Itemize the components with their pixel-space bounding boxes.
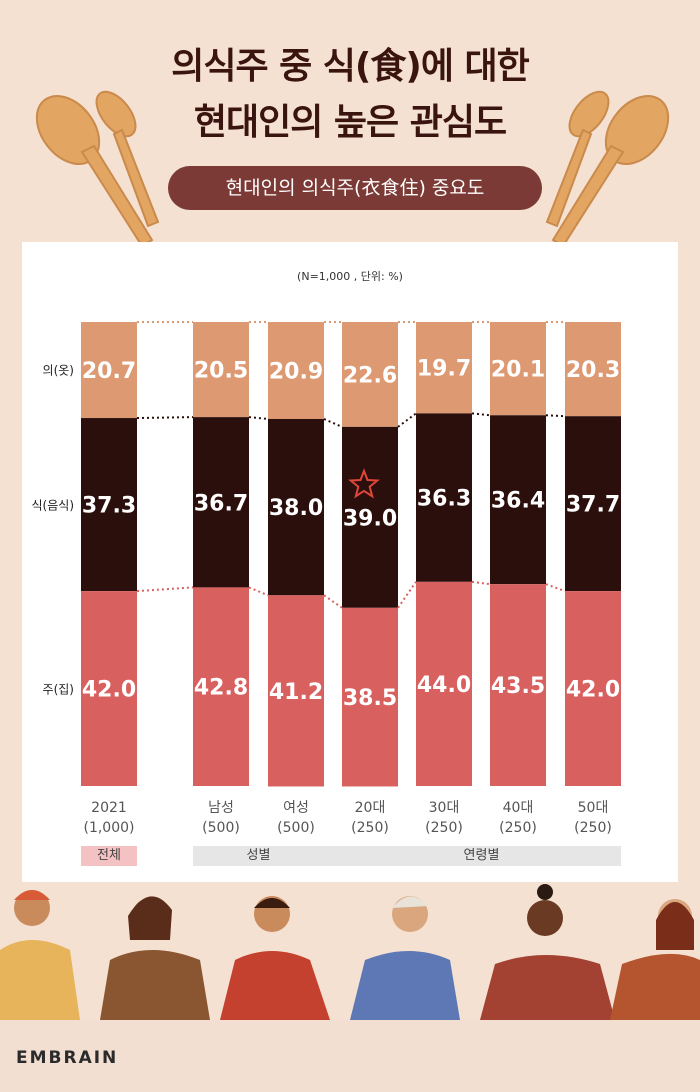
- data-label-50대-1: 37.7: [566, 493, 620, 518]
- bar-segment-20대-1: [342, 426, 398, 608]
- group-bar-breakdown: [193, 846, 621, 866]
- connector-line: [323, 594, 343, 609]
- data-label-2021-1: 37.3: [82, 494, 136, 519]
- series-label-1: 식(음식): [31, 498, 74, 513]
- category-label-50대: 50대 (250): [574, 800, 612, 836]
- data-label-남성-0: 20.5: [194, 359, 248, 384]
- data-label-50대-2: 42.0: [566, 678, 620, 703]
- brand-logo: EMBRAIN: [16, 1048, 119, 1068]
- data-label-40대-2: 43.5: [491, 674, 545, 699]
- group-label-age: 연령별: [463, 848, 500, 863]
- data-label-30대-1: 36.3: [417, 487, 471, 512]
- page-title-line1: 의식주 중 식(食)에 대한: [171, 46, 529, 87]
- highlight-star-icon: [348, 468, 380, 499]
- table-surface: [0, 1020, 700, 1092]
- bar-segment-30대-1: [416, 413, 472, 582]
- connector-line: [397, 412, 417, 428]
- data-label-2021-0: 20.7: [82, 359, 136, 384]
- bar-segment-50대-1: [565, 416, 621, 592]
- category-label-여성: 여성 (500): [277, 800, 315, 836]
- connector-line: [471, 412, 491, 417]
- data-label-50대-0: 20.3: [566, 358, 620, 383]
- connector-line: [545, 583, 566, 593]
- data-label-2021-2: 42.0: [82, 678, 136, 703]
- data-label-여성-0: 20.9: [269, 359, 323, 384]
- connector-line: [545, 414, 566, 418]
- data-label-30대-0: 19.7: [417, 357, 471, 382]
- category-label-2021: 2021 (1,000): [83, 800, 135, 836]
- bar-segment-20대-2: [342, 607, 398, 787]
- data-label-30대-2: 44.0: [417, 673, 471, 698]
- bar-segment-40대-1: [490, 415, 546, 585]
- category-label-남성: 남성 (500): [202, 800, 240, 836]
- wooden-spoon-icon: [35, 90, 160, 248]
- bar-segment-2021-2: [81, 591, 137, 786]
- bar-segment-남성-1: [193, 417, 249, 588]
- bar-segment-30대-0: [416, 322, 472, 414]
- bar-segment-40대-2: [490, 584, 546, 786]
- connector-line: [323, 418, 343, 428]
- data-label-20대-2: 38.5: [343, 686, 397, 711]
- connector-line: [136, 416, 194, 420]
- group-label-total: 전체: [81, 846, 137, 866]
- data-label-40대-0: 20.1: [491, 358, 545, 383]
- chart-subtitle: 현대인의 의식주(衣食住) 중요도: [168, 166, 542, 210]
- bar-segment-2021-1: [81, 418, 137, 592]
- page-title-line2: 현대인의 높은 관심도: [193, 102, 507, 143]
- category-label-40대: 40대 (250): [499, 800, 537, 836]
- bar-segment-남성-2: [193, 587, 249, 786]
- data-label-남성-2: 42.8: [194, 676, 248, 701]
- data-label-20대-0: 22.6: [343, 363, 397, 388]
- bar-segment-여성-2: [268, 595, 324, 787]
- connector-line: [248, 416, 269, 420]
- data-label-20대-1: 39.0: [343, 506, 397, 531]
- series-label-2: 주(집): [42, 682, 74, 697]
- bar-segment-50대-0: [565, 322, 621, 417]
- bar-segment-여성-0: [268, 322, 324, 419]
- bar-segment-남성-0: [193, 322, 249, 418]
- data-label-여성-1: 38.0: [269, 496, 323, 521]
- series-label-0: 의(옷): [42, 363, 74, 378]
- connector-line: [136, 586, 194, 593]
- bar-segment-40대-0: [490, 322, 546, 416]
- connector-line: [471, 580, 491, 586]
- bar-segment-여성-1: [268, 418, 324, 596]
- data-label-여성-2: 41.2: [269, 680, 323, 705]
- people-eating-illustration: [0, 884, 700, 1020]
- category-label-20대: 20대 (250): [351, 800, 389, 836]
- bar-segment-30대-2: [416, 581, 472, 786]
- stacked-bar-chart: 20.7 37.3 42.0 20.5 36.7 42.8 20.9 38.0 41.2 22.6…: [81, 321, 621, 787]
- chart-note: (N=1,000 , 단위: %): [297, 270, 403, 283]
- category-label-30대: 30대 (250): [425, 800, 463, 836]
- connector-line: [397, 581, 417, 609]
- group-label-gender: 성별: [246, 848, 271, 863]
- connector-line: [248, 586, 269, 597]
- data-label-40대-1: 36.4: [491, 489, 545, 514]
- wooden-spatula-icon: [545, 90, 670, 248]
- bar-segment-20대-0: [342, 322, 398, 427]
- bar-segment-2021-0: [81, 322, 137, 419]
- data-label-남성-1: 36.7: [194, 491, 248, 516]
- bar-segment-50대-2: [565, 591, 621, 786]
